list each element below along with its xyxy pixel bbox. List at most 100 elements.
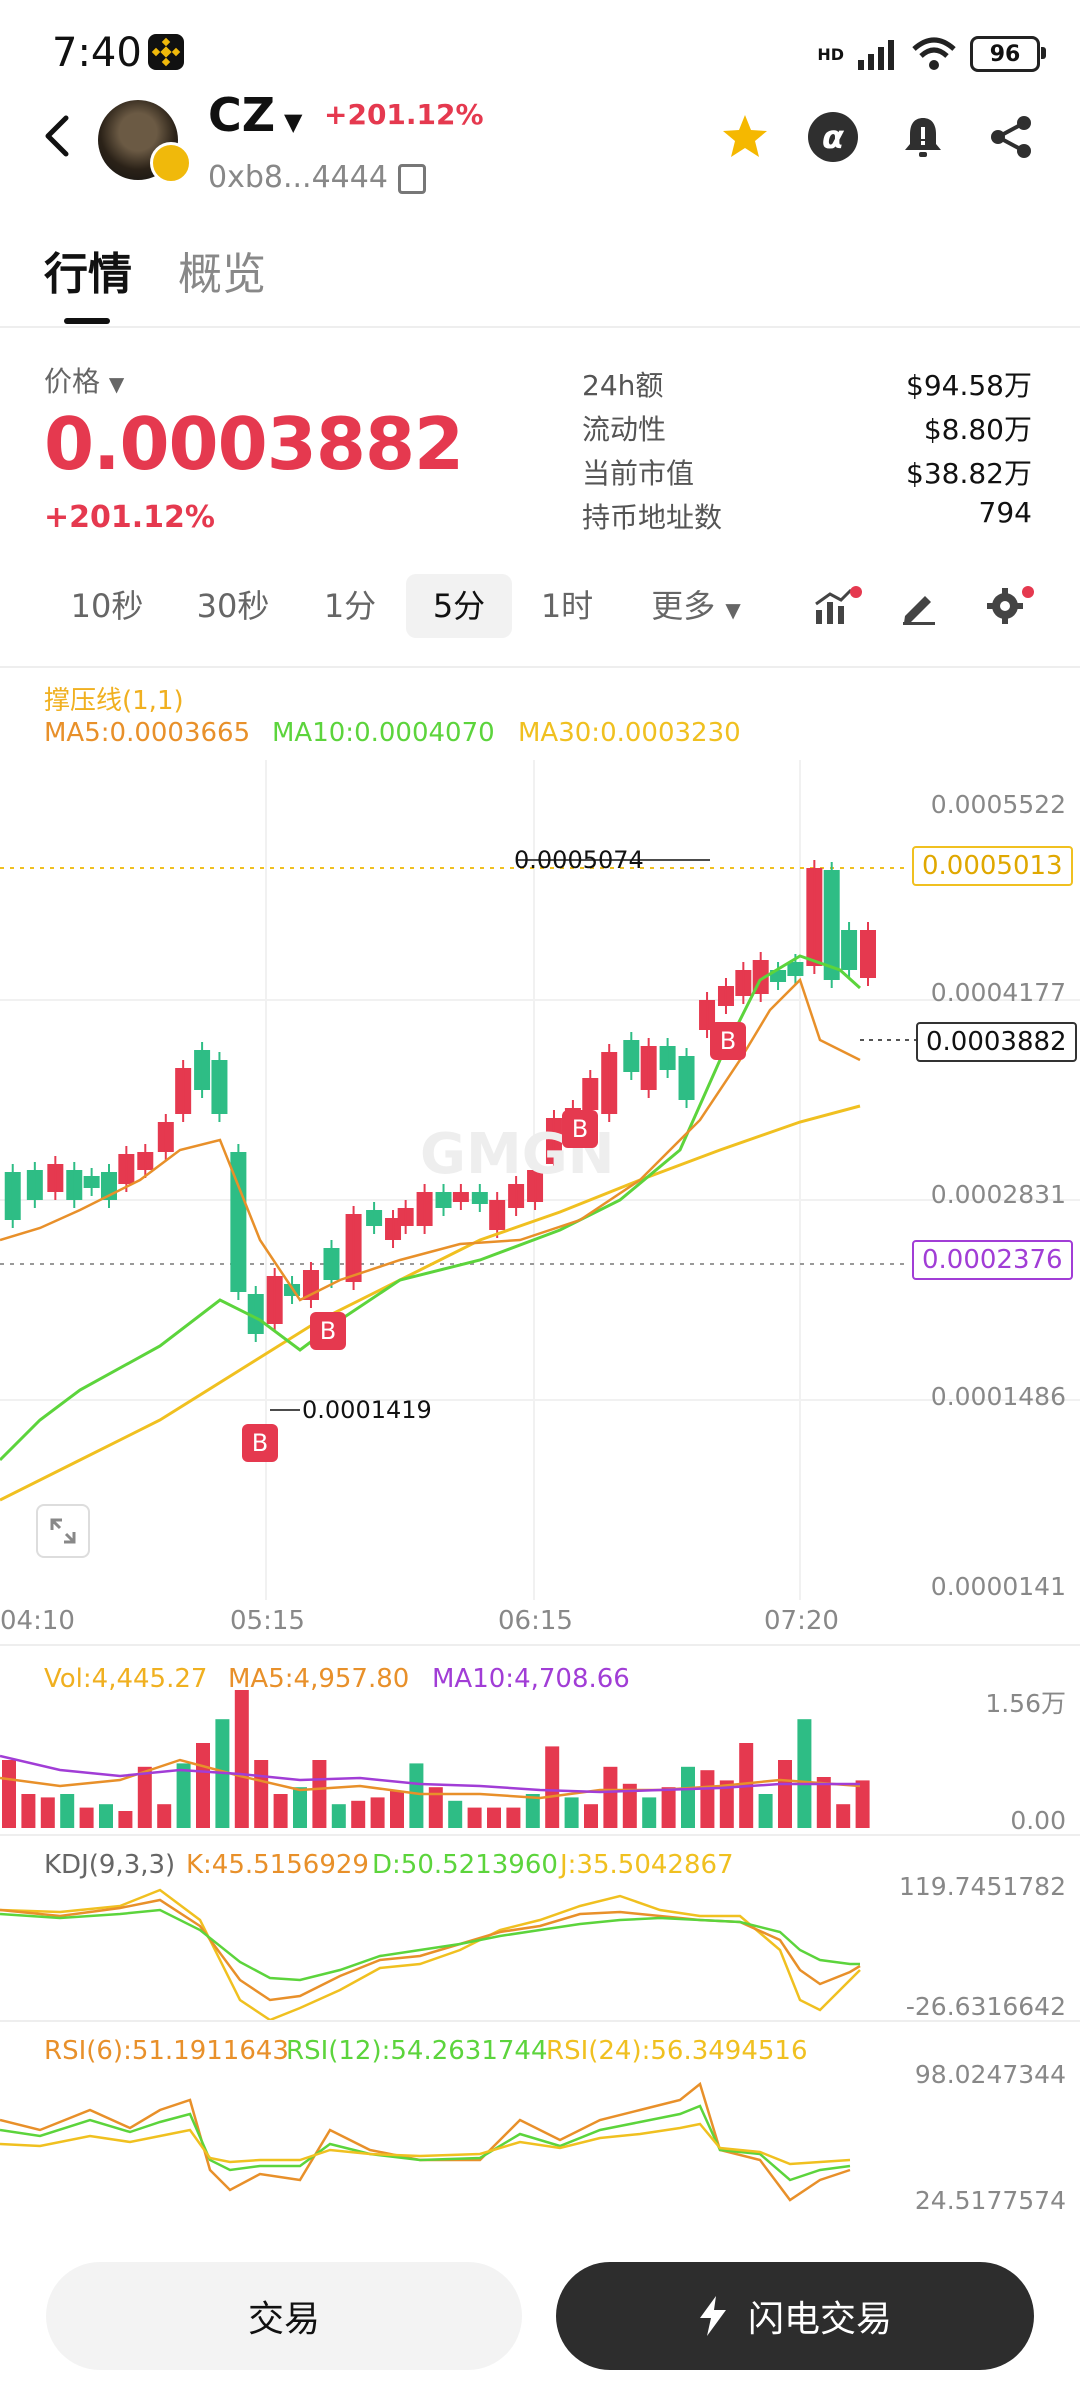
expand-icon[interactable] [36,1504,90,1558]
candlestick-chart[interactable] [0,760,1080,1620]
volume-bar [564,1797,579,1828]
lightning-icon [699,2296,726,2336]
draw-icon[interactable] [894,574,944,638]
star-icon[interactable] [720,112,770,162]
token-name[interactable]: CZ [208,88,276,142]
y-axis-label: 0.0002831 [930,1180,1066,1209]
signal-icon [858,40,894,70]
volume-bar [816,1777,831,1828]
bell-icon[interactable] [898,112,948,162]
volume-bar [60,1794,75,1828]
volume-bar [273,1794,288,1828]
copy-icon[interactable] [398,164,426,194]
indicator-icon[interactable] [808,574,862,638]
resistance-price-tag: 0.0005013 [912,846,1073,886]
volume-bar [487,1807,501,1828]
binance-logo-icon [148,34,184,70]
rsi12-legend: RSI(12):54.2631744 [286,2036,548,2066]
buy-marker[interactable]: B [310,1312,346,1350]
alpha-icon[interactable]: α [808,112,858,162]
kdj-label: KDJ(9,3,3) [44,1850,176,1880]
vol-ma5-legend: MA5:4,957.80 [228,1664,410,1694]
stat-label-volume: 24h额 [582,369,664,402]
volume-bar [254,1760,269,1828]
volume-bar [855,1780,870,1828]
y-axis-label: 0.0004177 [930,978,1066,1007]
volume-bar [21,1794,36,1828]
volume-bar [797,1719,812,1828]
volume-bar [234,1690,249,1828]
volume-bar [719,1780,734,1828]
vol-y-max: 1.56万 [985,1689,1066,1718]
volume-bar [351,1800,366,1828]
y-axis-label: 0.0000141 [930,1572,1066,1601]
interval-1h[interactable]: 1时 [540,587,594,625]
volume-bar [331,1804,346,1828]
volume-bar [661,1787,676,1828]
rsi-y-max: 98.0247344 [914,2060,1066,2089]
volume-bar [196,1743,210,1828]
buy-marker[interactable]: B [242,1424,278,1462]
vol-ma10-legend: MA10:4,708.66 [432,1664,630,1694]
interval-5m[interactable]: 5分 [406,574,512,638]
token-dropdown-icon[interactable]: ▼ [284,108,303,136]
rsi-chart[interactable] [0,2070,900,2220]
stat-value-market-cap: $38.82万 [906,457,1032,490]
volume-bar [758,1794,773,1828]
kdj-y-max: 119.7451782 [898,1872,1066,1901]
volume-bar [370,1797,385,1828]
stat-label-holders: 持币地址数 [582,501,723,534]
tab-overview[interactable]: 概览 [178,249,266,300]
volume-bar [79,1807,94,1828]
volume-bar [118,1811,133,1828]
token-address: 0xb8...4444 [208,160,388,195]
rsi24-legend: RSI(24):56.3494516 [546,2036,808,2066]
volume-bar [312,1760,327,1828]
volume-bar [448,1800,463,1828]
volume-bar [836,1804,851,1828]
divider [0,326,1080,328]
current-price-tag: 0.0003882 [916,1022,1077,1062]
share-icon[interactable] [986,112,1036,162]
x-axis-label: 05:15 [230,1606,305,1636]
low-price-label: 0.0001419 [302,1396,432,1424]
current-price: 0.0003882 [44,402,464,486]
interval-1m[interactable]: 1分 [323,587,377,625]
vol-legend: Vol:4,445.27 [44,1664,208,1694]
interval-30s[interactable]: 30秒 [196,587,270,625]
buy-marker[interactable]: B [562,1110,598,1148]
volume-bar [584,1804,598,1828]
interval-more[interactable]: 更多 ▼ [651,587,741,625]
volume-bar [467,1807,482,1828]
flash-trade-button[interactable]: 闪电交易 [556,2262,1034,2370]
kdj-chart[interactable] [0,1880,900,2020]
price-label[interactable]: 价格 ▼ [44,365,125,398]
support-price-tag: 0.0002376 [912,1240,1073,1280]
flash-trade-label: 闪电交易 [747,2299,892,2340]
volume-bar [622,1783,637,1828]
settings-icon[interactable] [980,574,1034,638]
kdj-k-line [0,1898,861,2002]
network-label: HD [817,44,844,64]
rsi24-line [0,2122,851,2166]
stat-value-volume: $94.58万 [906,369,1032,402]
back-icon[interactable] [40,112,76,169]
volume-bar [176,1763,191,1828]
volume-bar [642,1797,657,1828]
tab-market[interactable]: 行情 [44,249,132,300]
interval-10s[interactable]: 10秒 [70,587,144,625]
rsi6-legend: RSI(6):51.1911643 [44,2036,289,2066]
trade-button[interactable]: 交易 [46,2262,522,2370]
volume-chart[interactable] [0,1690,900,1830]
volume-bar [525,1794,540,1828]
divider [0,2020,1080,2022]
vol-y-min: 0.00 [1010,1806,1066,1835]
y-axis-label: 0.0001486 [930,1382,1066,1411]
volume-bar [545,1746,560,1828]
stat-label-market-cap: 当前市值 [582,457,695,490]
status-icons: HD 96 [817,36,1046,72]
divider [0,1834,1080,1836]
buy-marker[interactable]: B [710,1022,746,1060]
overlay-label: 撑压线(1,1) [44,686,184,716]
volume-bar [778,1760,792,1828]
